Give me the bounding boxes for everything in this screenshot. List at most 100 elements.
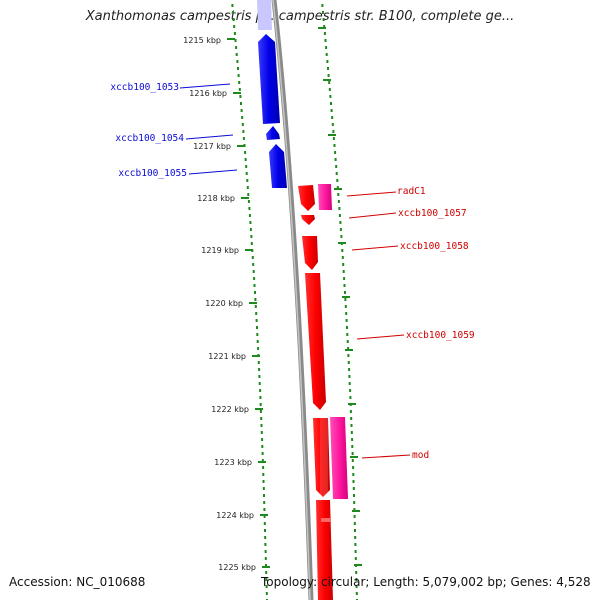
gene-labels: xccb100_1053 xccb100_1054 xccb100_1055 r… — [110, 82, 475, 461]
guide-dot — [338, 207, 341, 210]
gene-label[interactable]: mod — [412, 450, 429, 461]
guide-dot — [262, 487, 265, 490]
guide-dot — [347, 354, 350, 357]
guide-dot — [349, 389, 352, 392]
gene-block-top[interactable] — [257, 0, 272, 30]
guide-dot — [354, 550, 357, 553]
guide-dot — [232, 11, 234, 14]
guide-dot — [262, 466, 265, 469]
guide-dot — [264, 543, 267, 546]
guide-dot — [323, 25, 326, 28]
guide-dot — [264, 529, 266, 532]
guide-dot — [252, 263, 255, 266]
gene-label[interactable]: xccb100_1053 — [110, 82, 179, 93]
guide-dot — [265, 564, 267, 567]
gene-label[interactable]: xccb100_1057 — [398, 208, 467, 219]
gene-radC1[interactable] — [298, 185, 315, 211]
guide-dot — [244, 151, 247, 154]
guide-dot — [244, 158, 247, 161]
feature-bars — [318, 184, 348, 499]
guide-dot — [261, 445, 264, 448]
guide-dot — [326, 60, 329, 63]
guide-dot — [355, 578, 358, 581]
guide-dot — [258, 382, 261, 385]
guide-dot — [353, 522, 356, 525]
guide-dot — [325, 46, 328, 49]
gene-label[interactable]: xccb100_1054 — [115, 133, 184, 144]
guide-dot — [264, 557, 267, 560]
guide-dot — [245, 165, 248, 168]
guide-dot — [234, 39, 237, 42]
gene-next[interactable] — [316, 500, 333, 600]
guide-dot — [251, 256, 254, 259]
guide-dot — [250, 242, 253, 245]
guide-dot — [352, 487, 355, 490]
gene-label[interactable]: xccb100_1055 — [118, 168, 187, 179]
guide-dot — [347, 361, 350, 364]
guide-dot — [256, 340, 259, 343]
ruler-label: 1215 kbp — [183, 36, 221, 45]
gene-xccb100-1057[interactable] — [301, 215, 315, 225]
guide-dot — [353, 494, 355, 497]
gene-label[interactable]: xccb100_1059 — [406, 330, 475, 341]
guide-dot — [355, 571, 358, 574]
guide-dot — [258, 368, 261, 371]
guide-dot — [254, 298, 257, 301]
guide-dot — [261, 438, 264, 441]
guide-dot — [354, 529, 356, 532]
ruler-label: 1220 kbp — [205, 299, 243, 308]
guide-dot — [233, 25, 236, 28]
guide-dot — [355, 585, 358, 588]
guide-dot — [345, 319, 348, 322]
guide-dot — [336, 179, 339, 182]
guide-dot — [348, 368, 351, 371]
guide-dot — [350, 424, 353, 427]
guide-dot — [257, 347, 260, 350]
guide-dot — [324, 39, 327, 42]
feature-radC1[interactable] — [318, 184, 332, 210]
guide-dot — [350, 417, 353, 420]
guide-dot — [343, 284, 346, 287]
guide-dot — [245, 172, 248, 175]
gene-xccb100-1059[interactable] — [305, 273, 326, 410]
guide-dot — [328, 88, 331, 91]
guide-dot — [262, 480, 265, 483]
guide-dot — [242, 130, 245, 133]
gene-xccb100-1054[interactable] — [266, 126, 280, 140]
guide-dot — [237, 74, 240, 77]
feature-mod[interactable] — [330, 417, 348, 499]
gene-mod[interactable] — [313, 418, 330, 497]
guide-dot — [252, 270, 255, 273]
gene-xccb100-1058[interactable] — [302, 236, 318, 270]
guide-dot — [247, 200, 250, 203]
guide-dot — [255, 319, 258, 322]
guide-dot — [255, 312, 258, 315]
gene-label[interactable]: radC1 — [397, 186, 426, 197]
guide-dot — [241, 116, 244, 119]
guide-dot — [352, 473, 355, 476]
guide-dot — [346, 333, 349, 336]
guide-dot — [265, 578, 268, 581]
guide-dot — [241, 123, 244, 126]
guide-dot — [240, 102, 242, 105]
guide-dot — [334, 158, 337, 161]
guide-dot — [263, 501, 266, 504]
guide-dot — [238, 81, 241, 84]
right-ticks — [318, 27, 362, 566]
gene-xccb100-1055[interactable] — [269, 144, 287, 188]
guide-dot — [259, 396, 262, 399]
ruler-label: 1223 kbp — [214, 458, 252, 467]
guide-dot — [236, 60, 239, 63]
guide-dot — [353, 515, 356, 518]
guide-dot — [341, 256, 344, 259]
guide-dot — [254, 305, 257, 308]
guide-dot — [331, 116, 334, 119]
guide-dot — [321, 4, 324, 7]
map-title: Xanthomonas campestris pv. campestris st… — [85, 9, 515, 24]
guide-dot — [261, 452, 264, 455]
guide-dot — [263, 494, 265, 497]
gene-label[interactable]: xccb100_1058 — [400, 241, 469, 252]
gene-xccb100-1053[interactable] — [258, 34, 280, 124]
guide-dot — [328, 81, 331, 84]
